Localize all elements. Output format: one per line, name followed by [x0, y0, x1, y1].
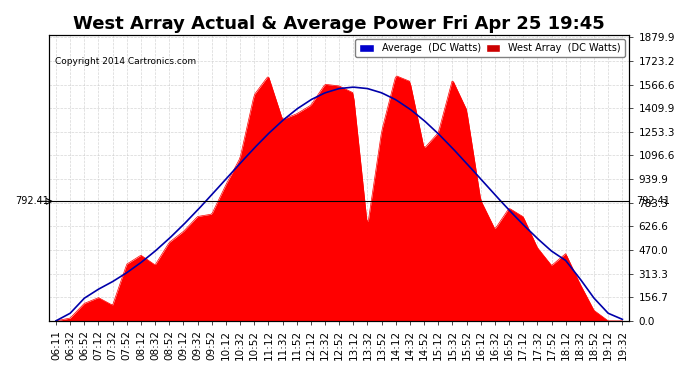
Text: 792.41: 792.41 — [637, 196, 671, 206]
Text: 792.41: 792.41 — [15, 196, 49, 206]
Legend: Average  (DC Watts), West Array  (DC Watts): Average (DC Watts), West Array (DC Watts… — [355, 39, 624, 57]
Text: Copyright 2014 Cartronics.com: Copyright 2014 Cartronics.com — [55, 57, 196, 66]
Title: West Array Actual & Average Power Fri Apr 25 19:45: West Array Actual & Average Power Fri Ap… — [73, 15, 605, 33]
